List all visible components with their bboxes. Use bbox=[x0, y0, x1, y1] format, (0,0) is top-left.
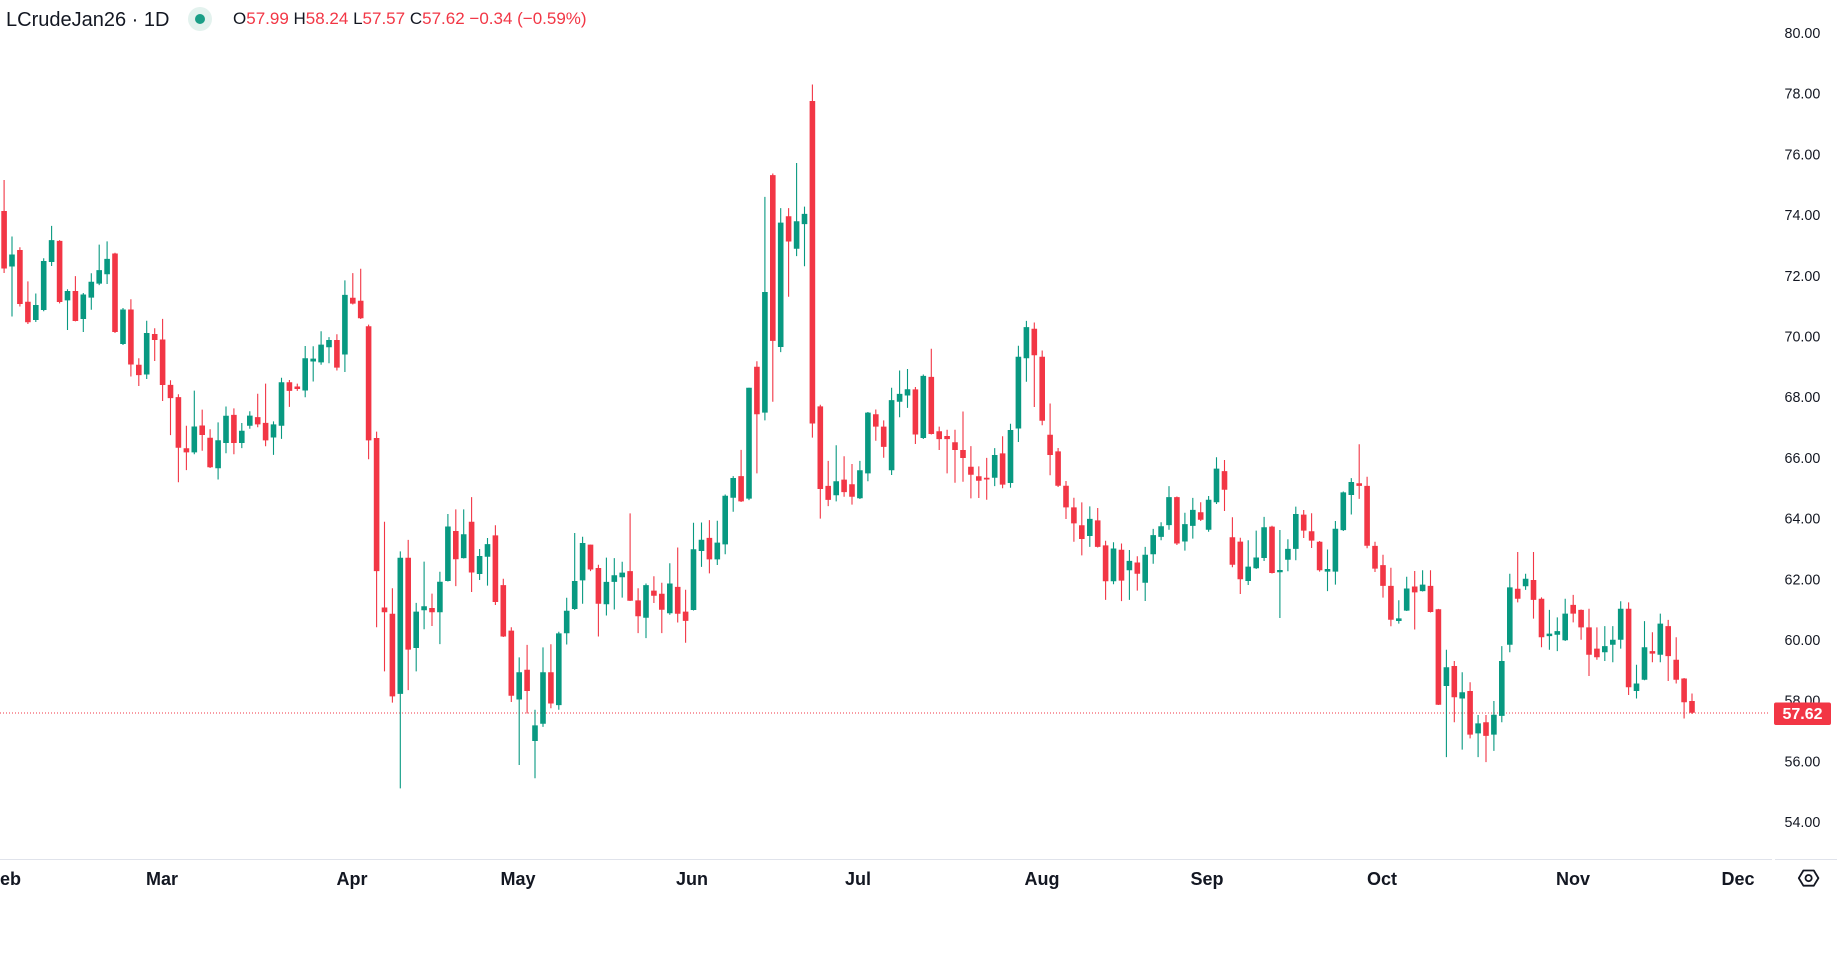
svg-text:80.00: 80.00 bbox=[1785, 26, 1821, 42]
svg-text:64.00: 64.00 bbox=[1785, 512, 1821, 528]
svg-text:Aug: Aug bbox=[1025, 869, 1060, 889]
svg-text:60.00: 60.00 bbox=[1785, 633, 1821, 649]
svg-text:Jul: Jul bbox=[845, 869, 871, 889]
svg-text:56.00: 56.00 bbox=[1785, 754, 1821, 770]
svg-text:Oct: Oct bbox=[1367, 869, 1397, 889]
svg-text:70.00: 70.00 bbox=[1785, 330, 1821, 346]
svg-text:Nov: Nov bbox=[1556, 869, 1590, 889]
svg-text:74.00: 74.00 bbox=[1785, 208, 1821, 224]
svg-text:Apr: Apr bbox=[337, 869, 368, 889]
svg-text:62.00: 62.00 bbox=[1785, 572, 1821, 588]
svg-text:Feb: Feb bbox=[0, 869, 21, 889]
svg-text:Mar: Mar bbox=[146, 869, 178, 889]
svg-text:76.00: 76.00 bbox=[1785, 147, 1821, 163]
svg-text:Jun: Jun bbox=[676, 869, 708, 889]
svg-text:78.00: 78.00 bbox=[1785, 87, 1821, 103]
svg-text:Dec: Dec bbox=[1721, 869, 1754, 889]
svg-text:57.62: 57.62 bbox=[1782, 706, 1822, 723]
svg-text:68.00: 68.00 bbox=[1785, 390, 1821, 406]
svg-text:72.00: 72.00 bbox=[1785, 269, 1821, 285]
svg-text:66.00: 66.00 bbox=[1785, 451, 1821, 467]
svg-text:May: May bbox=[500, 869, 535, 889]
svg-text:54.00: 54.00 bbox=[1785, 815, 1821, 831]
svg-text:Sep: Sep bbox=[1190, 869, 1223, 889]
